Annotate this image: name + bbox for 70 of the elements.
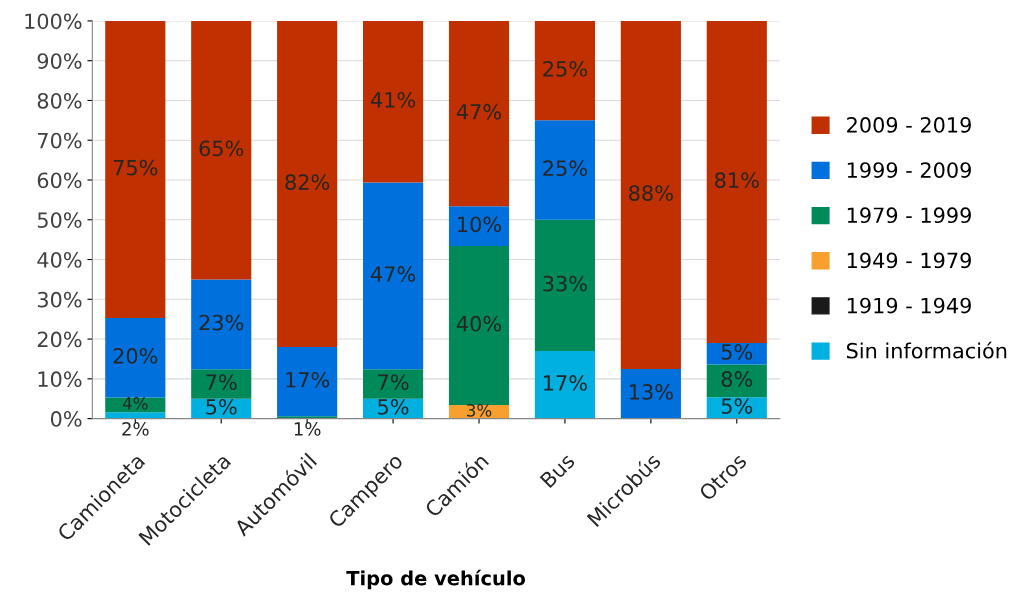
data-label: 2% (122, 422, 149, 436)
data-label: 4% (122, 397, 148, 410)
y-tick-label: 40% (37, 251, 82, 268)
data-label: 7% (378, 374, 409, 391)
data-label: 82% (285, 174, 330, 191)
bar (363, 182, 424, 370)
bar (277, 347, 338, 417)
y-tick-label: 90% (37, 53, 82, 69)
data-label: 13% (630, 384, 673, 400)
y-tick-label: 100% (25, 13, 82, 30)
y-tick-label: 20% (37, 331, 82, 348)
y-tick-label: 80% (37, 92, 82, 109)
data-label: 5% (378, 398, 409, 415)
bar (620, 20, 681, 369)
bar (534, 20, 596, 121)
data-label: 88% (629, 185, 673, 201)
data-label: 23% (199, 314, 244, 331)
y-tick-label: 70% (38, 132, 82, 149)
bar (191, 369, 252, 399)
bar (706, 343, 767, 365)
data-label: 33% (543, 275, 587, 292)
y-tick-label: 30% (37, 291, 82, 308)
y-tick-label: 10% (38, 371, 82, 388)
bar (448, 206, 510, 247)
data-label: 47% (370, 266, 416, 282)
data-label: 10% (458, 216, 502, 233)
data-label: 41% (370, 91, 416, 108)
data-label: 25% (543, 160, 587, 177)
bar (534, 351, 596, 419)
bar (191, 20, 252, 280)
bar (706, 20, 767, 344)
y-tick-label: 60% (37, 172, 82, 189)
legend-label: 1949 - 1979 (847, 252, 971, 269)
data-label: 47% (456, 103, 502, 120)
data-label: 5% (721, 344, 753, 360)
data-label: 75% (113, 159, 158, 176)
legend-label: 1979 - 1999 (847, 207, 971, 224)
x-tick-label: Bus (539, 452, 576, 489)
bar (448, 20, 510, 207)
data-label: 8% (721, 371, 753, 387)
data-label: 40% (456, 315, 502, 332)
legend-label: Sin información (846, 341, 1007, 359)
data-label: 20% (113, 348, 158, 364)
legend-label: 1919 - 1949 (847, 297, 971, 314)
bar (277, 20, 338, 348)
data-label: 17% (544, 375, 587, 391)
data-label: 3% (467, 404, 492, 417)
y-tick-label: 0% (50, 411, 82, 427)
data-label: 5% (721, 398, 753, 414)
bar (363, 20, 424, 183)
bar (105, 412, 166, 419)
x-axis-title: Tipo de vehículo (346, 569, 526, 590)
bar (191, 279, 252, 370)
data-label: 7% (206, 374, 237, 391)
data-label: 25% (543, 60, 587, 77)
data-label: 1% (294, 422, 321, 436)
data-label: 65% (199, 140, 244, 157)
legend-label: 2009 - 2019 (847, 117, 971, 133)
bar (105, 317, 166, 398)
legend-label: 1999 - 2009 (847, 162, 971, 178)
data-label: 5% (206, 398, 237, 415)
bar (620, 368, 681, 419)
bar (105, 20, 166, 318)
bar (448, 246, 510, 406)
y-tick-label: 50% (37, 212, 82, 228)
bar (363, 369, 424, 399)
bar (534, 120, 596, 220)
data-label: 81% (715, 172, 759, 189)
bar (534, 219, 596, 351)
data-label: 17% (286, 371, 330, 388)
